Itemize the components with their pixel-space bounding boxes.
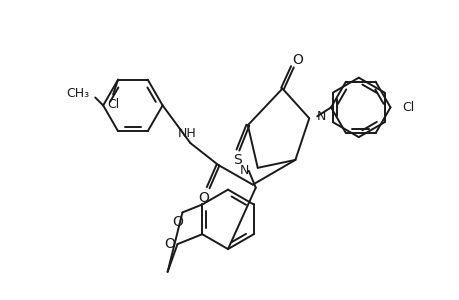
- Text: O: O: [197, 190, 208, 205]
- Text: NH: NH: [178, 127, 196, 140]
- Text: S: S: [233, 153, 242, 167]
- Text: O: O: [172, 215, 183, 229]
- Text: O: O: [164, 237, 174, 251]
- Text: N: N: [317, 110, 326, 123]
- Text: O: O: [291, 53, 302, 67]
- Text: Cl: Cl: [402, 101, 414, 114]
- Text: Cl: Cl: [107, 98, 119, 111]
- Text: CH₃: CH₃: [66, 87, 89, 100]
- Text: N: N: [239, 164, 248, 177]
